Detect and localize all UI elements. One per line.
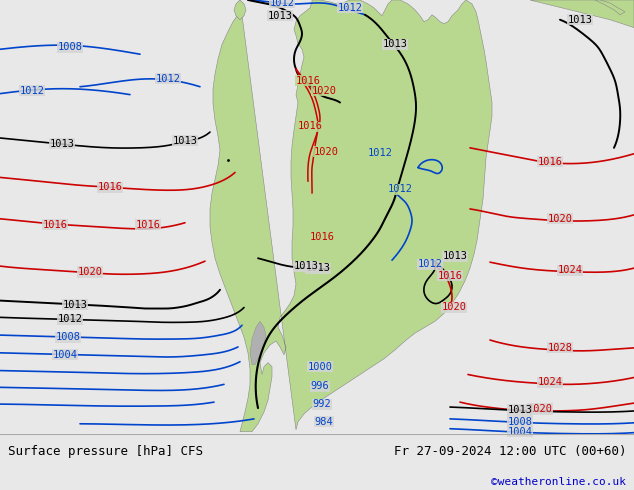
Text: 1020: 1020 [527, 404, 552, 414]
Text: 1024: 1024 [538, 377, 562, 388]
Text: 1012: 1012 [337, 3, 363, 13]
Text: 1013: 1013 [49, 139, 75, 149]
Text: ©weatheronline.co.uk: ©weatheronline.co.uk [491, 477, 626, 487]
Text: 992: 992 [313, 399, 332, 409]
Text: 996: 996 [311, 381, 330, 392]
Text: 1016: 1016 [136, 220, 160, 230]
Text: 1016: 1016 [538, 157, 562, 167]
Text: 1004: 1004 [507, 427, 533, 437]
Text: 984: 984 [314, 417, 333, 427]
Text: 1016: 1016 [437, 271, 462, 281]
Text: 1013: 1013 [306, 263, 330, 273]
Text: 1008: 1008 [58, 42, 82, 52]
Text: 1013: 1013 [268, 11, 292, 21]
Text: 1020: 1020 [313, 147, 339, 157]
Text: 1016: 1016 [297, 121, 323, 131]
Polygon shape [595, 0, 625, 15]
Text: 1020: 1020 [441, 302, 467, 313]
Text: 1012: 1012 [20, 86, 44, 96]
Text: 1016: 1016 [295, 76, 321, 86]
Text: 1016: 1016 [309, 232, 335, 242]
Text: 1012: 1012 [155, 74, 181, 84]
Text: 1013: 1013 [443, 251, 467, 261]
Text: 1008: 1008 [507, 417, 533, 427]
Text: 1013: 1013 [382, 39, 408, 49]
Text: 1012: 1012 [387, 184, 413, 194]
Text: 1028: 1028 [548, 343, 573, 353]
Text: 1008: 1008 [56, 332, 81, 342]
Text: 1012: 1012 [418, 259, 443, 269]
Polygon shape [234, 0, 246, 20]
Text: 1016: 1016 [42, 220, 67, 230]
Text: 1016: 1016 [98, 182, 122, 192]
Polygon shape [530, 0, 634, 27]
Text: Fr 27-09-2024 12:00 UTC (00+60): Fr 27-09-2024 12:00 UTC (00+60) [394, 445, 626, 458]
Text: 1012: 1012 [269, 0, 295, 8]
Text: 1013: 1013 [63, 299, 87, 310]
Text: 1020: 1020 [548, 214, 573, 224]
Text: 1020: 1020 [311, 86, 337, 96]
Text: 1013: 1013 [294, 261, 318, 271]
Text: 1024: 1024 [557, 265, 583, 275]
Polygon shape [210, 0, 492, 432]
Text: 1020: 1020 [77, 267, 103, 277]
Text: 1013: 1013 [507, 405, 533, 415]
Text: 1012: 1012 [58, 314, 82, 324]
Text: 1013: 1013 [567, 15, 593, 24]
Text: 1000: 1000 [307, 362, 332, 371]
Text: 1004: 1004 [53, 350, 77, 360]
Text: 1012: 1012 [368, 148, 392, 158]
Text: 1013: 1013 [172, 136, 198, 146]
Text: Surface pressure [hPa] CFS: Surface pressure [hPa] CFS [8, 445, 203, 458]
Polygon shape [250, 321, 266, 365]
